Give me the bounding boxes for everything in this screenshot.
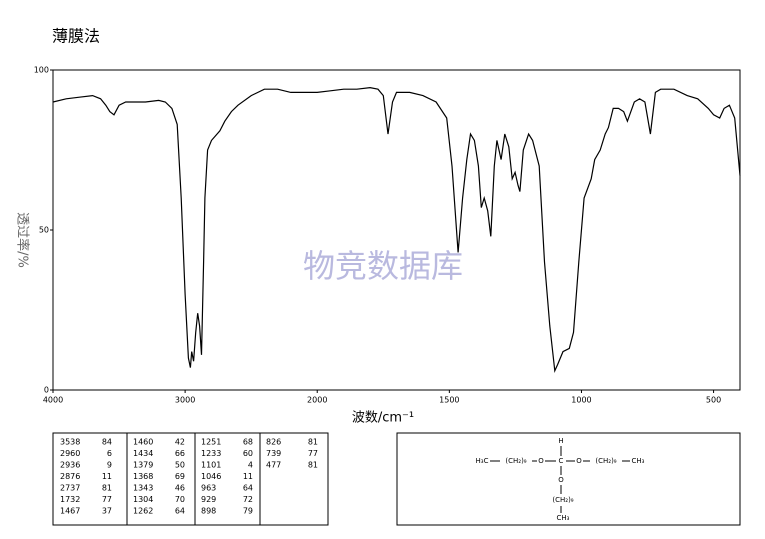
peak-transmittance: 70 (175, 495, 185, 504)
peak-wavenumber: 898 (201, 507, 216, 516)
y-tick-label: 0 (44, 386, 49, 395)
peak-wavenumber: 1304 (133, 495, 153, 504)
structure-label: H₃C (476, 457, 489, 465)
peak-wavenumber: 1046 (201, 472, 221, 481)
peak-wavenumber: 1368 (133, 472, 153, 481)
peak-transmittance: 11 (243, 472, 253, 481)
peak-wavenumber: 2960 (60, 449, 80, 458)
spectrum-line (52, 86, 741, 374)
peak-transmittance: 37 (102, 507, 112, 516)
peak-transmittance: 42 (175, 438, 185, 447)
peak-transmittance: 72 (243, 495, 253, 504)
peak-transmittance: 81 (102, 484, 112, 493)
bonds (490, 446, 630, 513)
structure-label: CH₃ (557, 514, 570, 522)
peak-transmittance: 69 (175, 472, 185, 481)
structure-label: (CH₂)₉ (552, 496, 573, 504)
peak-transmittance: 60 (243, 449, 253, 458)
peak-transmittance: 11 (102, 472, 112, 481)
peak-wavenumber: 1101 (201, 461, 221, 470)
peak-transmittance: 79 (243, 507, 253, 516)
peak-transmittance: 81 (308, 461, 318, 470)
peak-wavenumber: 1262 (133, 507, 153, 516)
peak-transmittance: 84 (102, 438, 112, 447)
peak-wavenumber: 1251 (201, 438, 221, 447)
structure-frame (396, 432, 741, 526)
peak-wavenumber: 1233 (201, 449, 221, 458)
peak-table-frame (52, 432, 329, 526)
x-tick-label: 500 (706, 396, 721, 405)
peak-wavenumber: 2936 (60, 461, 80, 470)
peak-transmittance: 68 (243, 438, 253, 447)
peak-wavenumber: 477 (266, 461, 281, 470)
peak-wavenumber: 2876 (60, 472, 80, 481)
x-tick-label: 2000 (307, 396, 327, 405)
structure-label: (CH₂)₉ (595, 457, 616, 465)
peak-transmittance: 77 (308, 449, 318, 458)
plot-frame (52, 69, 741, 391)
structure-label: O (576, 457, 582, 465)
structure-label: C (559, 457, 564, 465)
peak-transmittance: 50 (175, 461, 185, 470)
peak-wavenumber: 3538 (60, 438, 80, 447)
peak-wavenumber: 739 (266, 449, 281, 458)
structure-label: CH₃ (632, 457, 645, 465)
structure-label: (CH₂)₉ (505, 457, 526, 465)
peak-wavenumber: 1460 (133, 438, 153, 447)
structure-label: H (558, 437, 563, 445)
peak-transmittance: 9 (107, 461, 112, 470)
peak-wavenumber: 1434 (133, 449, 153, 458)
peak-wavenumber: 1732 (60, 495, 80, 504)
x-tick-label: 1000 (571, 396, 591, 405)
y-tick-label: 50 (39, 226, 49, 235)
peak-wavenumber: 1343 (133, 484, 153, 493)
peak-transmittance: 66 (175, 449, 185, 458)
peak-wavenumber: 1379 (133, 461, 153, 470)
peak-wavenumber: 1467 (60, 507, 80, 516)
x-axis-label: 波数/cm⁻¹ (352, 411, 414, 426)
peak-transmittance: 77 (102, 495, 112, 504)
peak-transmittance: 46 (175, 484, 185, 493)
peak-wavenumber: 826 (266, 438, 281, 447)
peak-wavenumber: 929 (201, 495, 216, 504)
peak-transmittance: 64 (243, 484, 253, 493)
peak-wavenumber: 963 (201, 484, 216, 493)
x-tick-label: 1500 (439, 396, 459, 405)
chart-title: 薄膜法 (52, 27, 100, 46)
peak-transmittance: 6 (107, 449, 112, 458)
y-axis-label: 透过率/% (15, 212, 31, 268)
x-tick-label: 4000 (43, 396, 63, 405)
peak-transmittance: 81 (308, 438, 318, 447)
peak-transmittance: 4 (248, 461, 253, 470)
x-tick-label: 3000 (175, 396, 195, 405)
structure-label: O (538, 457, 544, 465)
structure-label: O (558, 476, 564, 484)
watermark: 物竞数据库 (303, 247, 463, 285)
peak-wavenumber: 2737 (60, 484, 80, 493)
y-tick-label: 100 (34, 66, 49, 75)
peak-transmittance: 64 (175, 507, 185, 516)
